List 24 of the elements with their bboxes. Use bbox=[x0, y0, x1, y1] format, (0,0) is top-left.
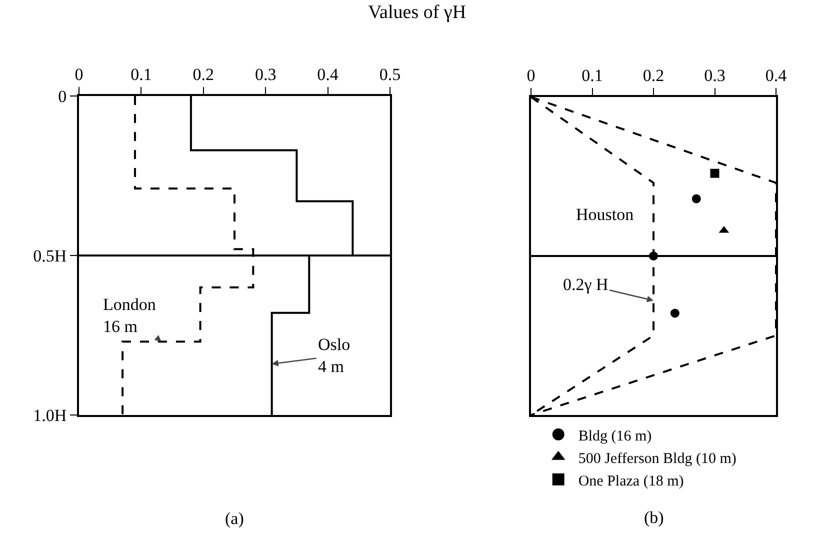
legend-label: One Plaza (18 m) bbox=[578, 473, 684, 490]
series-label: Oslo 4 m bbox=[318, 335, 350, 376]
y-tick-label: 0.5H bbox=[33, 246, 67, 266]
x-tick-label: 0.3 bbox=[704, 66, 726, 86]
text: (b) bbox=[644, 508, 664, 527]
x-tick-label: 0.5 bbox=[379, 65, 401, 84]
x-tick-label: 0.1 bbox=[582, 66, 603, 86]
text: (a) bbox=[225, 509, 244, 528]
x-tick-label: 0.3 bbox=[254, 65, 276, 84]
x-tick-label: 0.4 bbox=[765, 66, 788, 86]
x-tick-label: 0.2 bbox=[192, 65, 214, 84]
x-tick-label: 0 bbox=[74, 65, 84, 84]
y-tick-label: 0 bbox=[58, 86, 67, 106]
y-tick-label: 1.0H bbox=[33, 406, 67, 425]
x-tick-label: 0 bbox=[526, 66, 536, 86]
series-label: London 16 m bbox=[103, 295, 156, 336]
chart-title: Values of γH bbox=[366, 2, 468, 24]
annotation: Houston bbox=[576, 205, 634, 224]
x-tick-label: 0.1 bbox=[130, 65, 152, 84]
x-tick-label: 0.2 bbox=[642, 66, 664, 86]
x-tick-label: 0.4 bbox=[317, 65, 339, 84]
legend-label: Bldg (16 m) bbox=[578, 428, 652, 444]
annotation: 0.2γ H bbox=[563, 275, 608, 294]
legend-label: 500 Jefferson Bldg (10 m) bbox=[578, 450, 736, 467]
